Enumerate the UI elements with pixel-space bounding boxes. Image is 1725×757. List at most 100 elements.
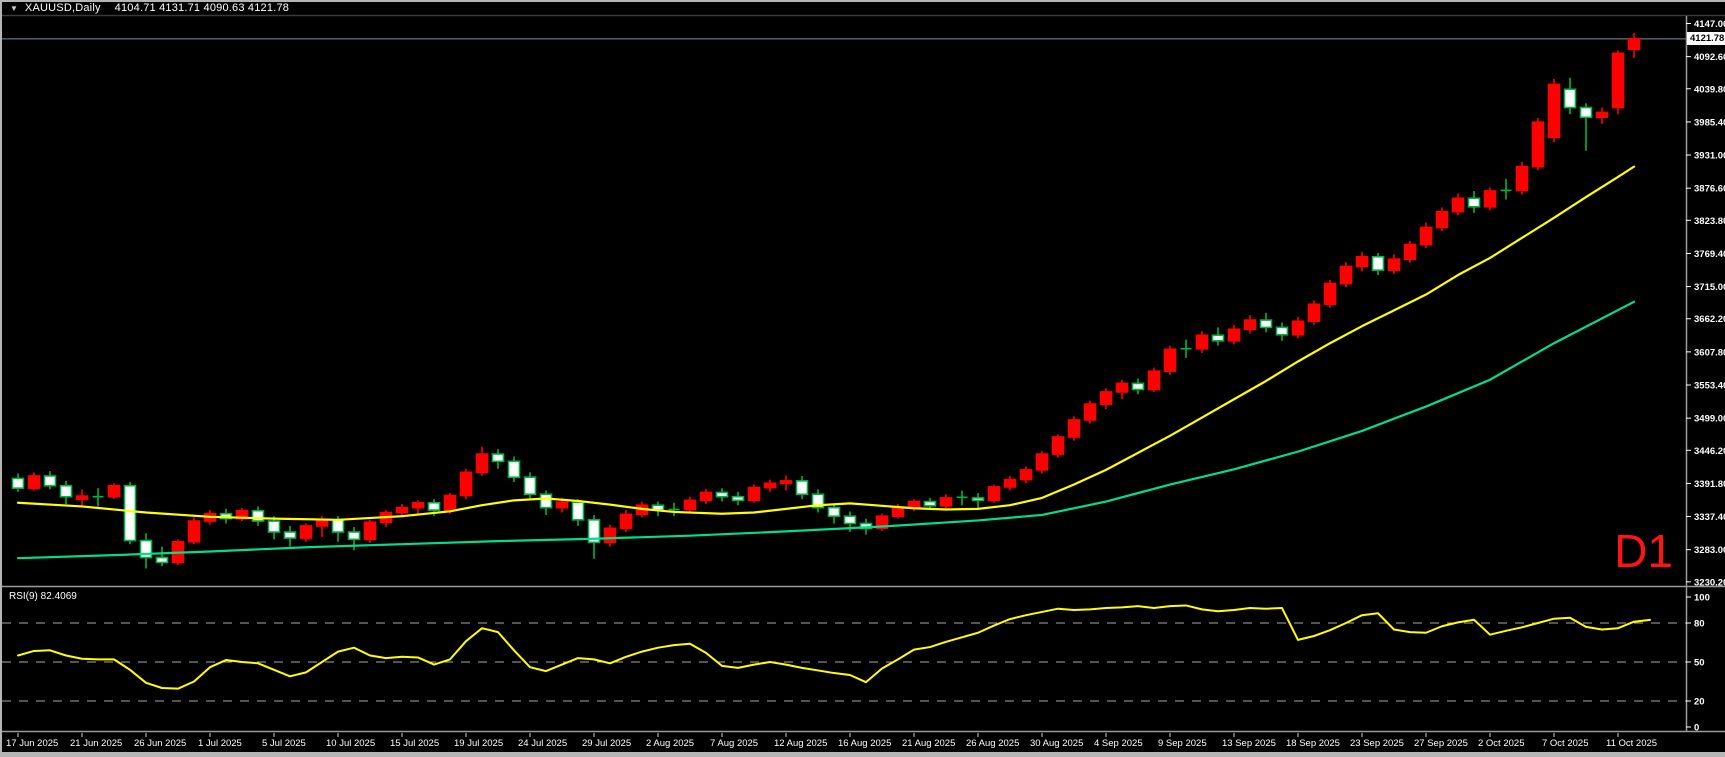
- bear-candle-body: [795, 480, 809, 496]
- candlestick-series: [11, 32, 1641, 569]
- bull-candle-body: [1291, 320, 1305, 336]
- bull-candle-body: [395, 506, 409, 514]
- bull-candle-body: [1051, 436, 1065, 455]
- bull-candle-body: [1307, 303, 1321, 323]
- bull-candle-body: [907, 500, 921, 509]
- rsi-line: [17, 604, 1651, 690]
- price-axis-label: 4092.60: [1694, 52, 1725, 63]
- chart-title-bar[interactable]: ▼ XAUUSD,Daily 4104.71 4131.71 4090.63 412…: [2, 2, 1725, 15]
- bear-candle-body: [1563, 88, 1577, 109]
- price-axis-label: 3391.80: [1694, 479, 1725, 490]
- time-axis-label: 15 Jul 2025: [390, 738, 439, 749]
- bull-candle-body: [1515, 165, 1529, 192]
- bear-candle-body: [11, 477, 25, 489]
- price-axis-label: 3337.40: [1694, 512, 1725, 523]
- bull-candle-body: [1035, 453, 1049, 471]
- time-axis-label: 10 Jul 2025: [326, 738, 375, 749]
- moving-average-lines: [16, 165, 1636, 560]
- rsi-indicator-panel: [2, 604, 1687, 702]
- bear-candle-body: [1259, 319, 1273, 329]
- rsi-axis-label: 50: [1694, 658, 1705, 669]
- bull-candle-body: [987, 486, 1001, 502]
- rsi-axis-label: 100: [1694, 593, 1710, 604]
- price-axis-label: 3662.20: [1694, 314, 1725, 325]
- rsi-axis-label: 80: [1694, 619, 1705, 630]
- bull-candle-body: [1227, 328, 1241, 342]
- time-axis-label: 9 Sep 2025: [1158, 738, 1207, 749]
- bear-candle-body: [267, 520, 281, 533]
- bull-candle-body: [27, 475, 41, 489]
- timeframe-watermark: D1: [1614, 525, 1673, 577]
- time-axis-label: 1 Jul 2025: [198, 738, 242, 749]
- bear-candle-body: [427, 501, 441, 511]
- bull-candle-body: [1003, 478, 1017, 488]
- symbol-dropdown-icon[interactable]: ▼: [10, 4, 18, 13]
- time-axis-label: 27 Sep 2025: [1414, 738, 1468, 749]
- bear-candle-body: [331, 519, 345, 533]
- bull-candle-body: [747, 486, 761, 502]
- bear-candle-body: [507, 460, 521, 479]
- bear-candle-body: [1275, 326, 1289, 336]
- bull-candle-body: [683, 499, 697, 511]
- bull-candle-body: [1355, 255, 1369, 268]
- bull-candle-body: [1547, 83, 1561, 139]
- bull-candle-body: [779, 480, 793, 485]
- bull-candle-body: [603, 527, 617, 544]
- bull-candle-body: [1627, 38, 1641, 51]
- bull-candle-body: [891, 506, 905, 517]
- bull-candle-body: [411, 501, 425, 509]
- price-axis-label: 3876.60: [1694, 184, 1725, 195]
- bull-candle-body: [107, 484, 121, 498]
- price-axis-label: 3607.80: [1694, 347, 1725, 358]
- window-frame-left: [0, 0, 2, 757]
- time-axis-label: 2 Aug 2025: [646, 738, 694, 749]
- time-axis-label: 4 Sep 2025: [1094, 738, 1143, 749]
- bull-candle-body: [1483, 190, 1497, 208]
- bear-candle-body: [1211, 334, 1225, 342]
- current-price-tag: 4121.78: [1687, 32, 1725, 45]
- bear-candle-body: [811, 493, 825, 509]
- price-axis-label: 3446.20: [1694, 446, 1725, 457]
- time-axis-label: 13 Sep 2025: [1222, 738, 1276, 749]
- bull-candle-body: [1019, 469, 1033, 481]
- axes-and-separators[interactable]: 4147.00 4092.60 4039.80 3985.40 3931.00 3876.…: [0, 14, 1725, 750]
- time-axis-label: 19 Jul 2025: [454, 738, 503, 749]
- price-axis-label: 3985.40: [1694, 117, 1725, 128]
- bull-candle-body: [1115, 382, 1129, 393]
- bull-candle-body: [1595, 111, 1609, 119]
- price-axis-label: 3931.00: [1694, 151, 1725, 162]
- time-axis-label: 24 Jul 2025: [518, 738, 567, 749]
- bull-candle-body: [299, 525, 313, 539]
- ohlc-readout: 4104.71 4131.71 4090.63 4121.78: [114, 2, 290, 14]
- rsi-axis-label: 0: [1694, 723, 1699, 734]
- bull-candle-body: [1451, 197, 1465, 213]
- bear-candle-body: [587, 519, 601, 544]
- time-axis-label: 29 Jul 2025: [582, 738, 631, 749]
- bear-candle-body: [491, 453, 505, 463]
- price-axis-label: 3230.20: [1694, 577, 1725, 588]
- window-frame-bottom: [0, 752, 1725, 757]
- bear-candle-body: [971, 497, 985, 502]
- bear-candle-body: [1467, 197, 1481, 208]
- time-axis-label: 11 Oct 2025: [1606, 738, 1657, 749]
- time-axis-label: 12 Aug 2025: [774, 738, 827, 749]
- time-axis-label: 7 Aug 2025: [710, 738, 758, 749]
- bear-candle-body: [539, 493, 553, 509]
- time-axis-label: 23 Sep 2025: [1350, 738, 1404, 749]
- time-axis-label: 16 Aug 2025: [838, 738, 891, 749]
- bull-candle-body: [875, 515, 889, 530]
- time-axis-label: 18 Sep 2025: [1286, 738, 1340, 749]
- rsi-axis-label: 20: [1694, 697, 1705, 708]
- bear-candle-body: [1579, 106, 1593, 119]
- bear-candle-body: [123, 484, 137, 542]
- rsi-indicator-label: RSI(9) 82.4069: [9, 591, 77, 602]
- time-axis-label: 7 Oct 2025: [1542, 738, 1588, 749]
- price-axis-label: 4039.80: [1694, 84, 1725, 95]
- bear-candle-body: [571, 501, 585, 521]
- window-frame-top: [0, 0, 1725, 2]
- bear-candle-body: [1131, 382, 1145, 391]
- time-axis-label: 30 Aug 2025: [1030, 738, 1083, 749]
- bear-candle-body: [283, 531, 297, 539]
- bull-candle-body: [363, 521, 377, 541]
